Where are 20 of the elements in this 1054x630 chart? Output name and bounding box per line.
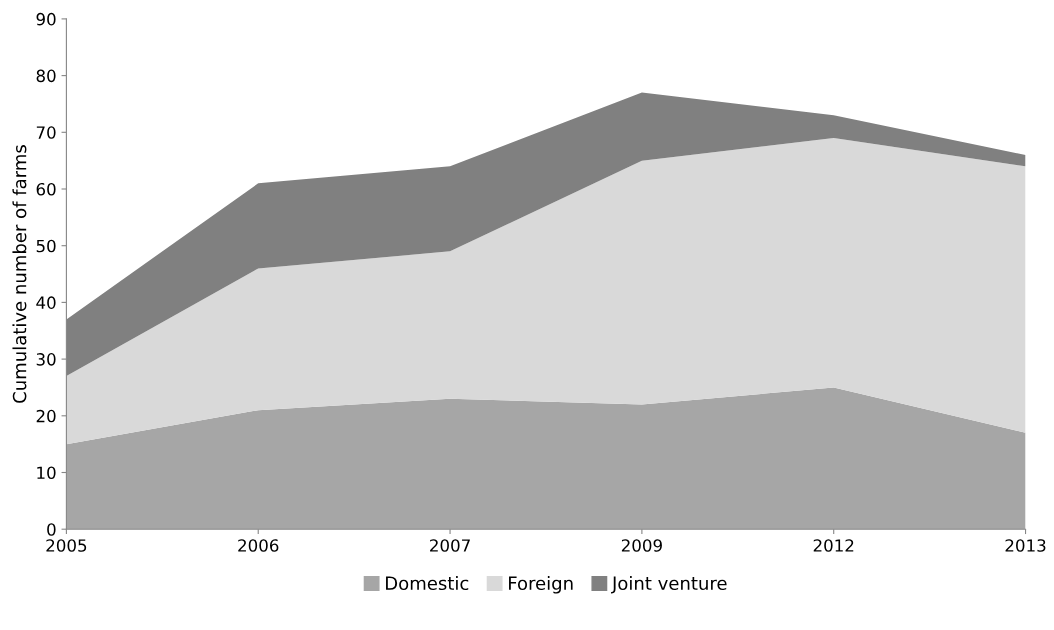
y-tick-label: 20 bbox=[36, 409, 56, 423]
y-tick-label: 10 bbox=[37, 466, 56, 480]
legend-label: Foreign bbox=[509, 576, 573, 594]
y-tick-label: 70 bbox=[36, 126, 56, 139]
x-tick-label: 2006 bbox=[238, 539, 279, 552]
x-tick-label: 2005 bbox=[46, 539, 87, 552]
x-tick-label: 2012 bbox=[813, 539, 854, 552]
y-tick-label: 90 bbox=[36, 12, 56, 26]
y-tick-label: 40 bbox=[36, 296, 56, 309]
y-tick-label: 0 bbox=[47, 523, 56, 536]
y-tick-label: 80 bbox=[36, 69, 56, 83]
y-tick-label: 60 bbox=[36, 182, 56, 196]
y-tick-label: 30 bbox=[36, 353, 56, 366]
legend-label: Joint venture bbox=[611, 576, 727, 594]
x-tick-label: 2013 bbox=[1005, 539, 1046, 552]
legend-label: Domestic bbox=[386, 576, 469, 591]
x-tick-label: 2009 bbox=[621, 539, 662, 552]
y-tick-label: 50 bbox=[36, 239, 56, 253]
y-axis-title: Cumulative number of farms bbox=[12, 145, 27, 403]
x-tick-label: 2007 bbox=[430, 539, 470, 552]
